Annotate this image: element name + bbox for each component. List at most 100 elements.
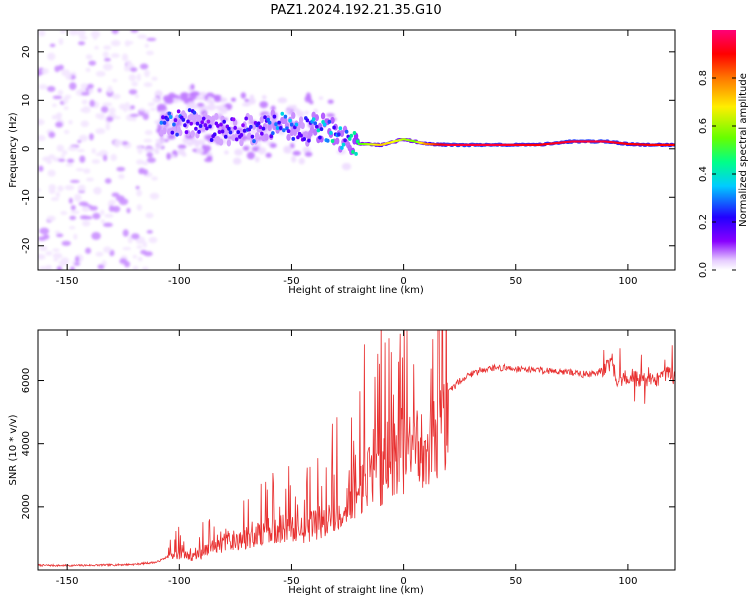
spectrogram-cell bbox=[107, 85, 113, 94]
spectrogram-cell bbox=[38, 188, 42, 192]
spectrogram-cell bbox=[112, 205, 121, 213]
spectrogram-cell bbox=[271, 131, 275, 136]
spectrogram-cell bbox=[200, 106, 211, 110]
spectrogram-cell bbox=[56, 233, 64, 238]
spectrogram-cell bbox=[94, 45, 99, 50]
spectrogram-cell bbox=[102, 154, 108, 162]
spectrogram-cell bbox=[267, 120, 272, 125]
spectrogram-cell bbox=[344, 129, 349, 134]
snr-ylabel: SNR (10 * v/v) bbox=[8, 414, 19, 485]
spectrogram-cell bbox=[284, 109, 292, 113]
spectrogram-cell bbox=[79, 87, 86, 93]
spectrogram-cell bbox=[313, 128, 318, 136]
spectrogram-cell bbox=[110, 39, 121, 47]
spectrogram-cell bbox=[214, 112, 219, 120]
spectrogram-cell bbox=[102, 102, 113, 107]
spectrogram-cell bbox=[102, 63, 113, 71]
spectrogram-cell bbox=[227, 126, 231, 131]
spectrogram-cell bbox=[79, 35, 88, 40]
spectrogram-cell bbox=[173, 118, 178, 123]
spectrogram-cell bbox=[41, 68, 49, 75]
spectrogram-cell bbox=[313, 121, 318, 126]
spectrogram-cell bbox=[298, 116, 304, 124]
snr-xtick-label: 0 bbox=[400, 576, 406, 587]
spectrogram-cell bbox=[242, 128, 247, 133]
spectrogram-cell bbox=[314, 114, 319, 122]
snr-xtick-label: -150 bbox=[56, 576, 79, 587]
snr-series-line bbox=[38, 330, 675, 568]
spectrogram-cell bbox=[58, 260, 68, 267]
spectrogram-cell bbox=[220, 129, 225, 134]
spectrogram-cell bbox=[234, 137, 239, 142]
spectrogram-cell bbox=[127, 236, 133, 244]
spectrogram-cell bbox=[188, 92, 197, 96]
snr-xtick-label: 50 bbox=[509, 576, 522, 587]
spectrogram-cell bbox=[179, 93, 187, 101]
spectrogram-cell bbox=[136, 189, 142, 197]
spectrogram-cell bbox=[219, 106, 228, 114]
spectrogram-cell bbox=[294, 122, 299, 127]
snr-xlabel: Height of straight line (km) bbox=[288, 585, 424, 596]
spectrogram-cell bbox=[82, 220, 91, 227]
spectrogram-cell bbox=[151, 176, 158, 181]
spectrogram-cell bbox=[204, 158, 213, 163]
spectrogram-cell bbox=[124, 102, 130, 108]
spectrogram-cell bbox=[217, 129, 222, 134]
spectrogram-cell bbox=[144, 69, 150, 78]
spectrogram-cell bbox=[274, 122, 278, 127]
spectrogram-cell bbox=[106, 116, 114, 122]
spectrogram-cell bbox=[61, 69, 71, 77]
colorbar-gradient bbox=[712, 30, 736, 270]
spectrogram-xtick-label: 0 bbox=[400, 276, 406, 287]
spectrogram-cell bbox=[77, 184, 86, 192]
spectrogram-cell bbox=[143, 251, 153, 257]
spectrogram-cell bbox=[248, 98, 256, 105]
spectrogram-cell bbox=[156, 103, 167, 112]
spectrogram-cell bbox=[168, 114, 173, 119]
spectrogram-cell bbox=[63, 129, 70, 135]
spectrogram-cell bbox=[137, 34, 147, 39]
spectrogram-cell bbox=[289, 129, 294, 137]
spectrogram-cell bbox=[146, 157, 156, 163]
spectrogram-cell bbox=[295, 108, 301, 116]
spectrogram-cell bbox=[201, 116, 206, 121]
spectrogram-cell bbox=[291, 136, 296, 141]
spectrogram-cell bbox=[104, 213, 114, 218]
spectrogram-cell bbox=[111, 192, 120, 197]
spectrogram-cell bbox=[194, 141, 200, 148]
spectrogram-cell bbox=[144, 130, 153, 136]
spectrogram-cell bbox=[93, 186, 102, 195]
spectrogram-cell bbox=[65, 163, 74, 167]
spectrogram-cell bbox=[200, 120, 204, 125]
spectrogram-cell bbox=[86, 177, 95, 182]
spectrogram-cell bbox=[62, 96, 69, 105]
snr-axes: -150 -100 -50 0 50 100 2000 4000 6000 bbox=[21, 330, 675, 587]
colorbar-tick-label: 0.2 bbox=[698, 214, 709, 230]
spectrogram-cell bbox=[280, 111, 285, 116]
spectrogram-cell bbox=[178, 129, 183, 137]
spectrogram-cell bbox=[154, 120, 161, 125]
spectrogram-ylabel: Frequency (Hz) bbox=[8, 112, 19, 188]
spectrogram-cell bbox=[146, 152, 153, 158]
figure-title: PAZ1.2024.192.21.35.G10 bbox=[270, 3, 441, 18]
spectrogram-cell bbox=[68, 226, 76, 230]
spectrogram-cell bbox=[322, 122, 327, 127]
spectrogram-cell bbox=[287, 105, 296, 110]
spectrogram-cell bbox=[70, 266, 75, 270]
spectrogram-cell bbox=[196, 102, 205, 107]
spectrogram-cell bbox=[61, 240, 71, 246]
spectrogram-cell bbox=[257, 147, 267, 155]
spectrogram-cell bbox=[69, 179, 80, 183]
spectrogram-cell bbox=[327, 99, 334, 104]
spectrogram-cell bbox=[85, 54, 93, 60]
colorbar: 0.0 0.2 0.4 0.6 0.8 Normalized spectral ampl… bbox=[698, 30, 749, 278]
spectrogram-cell bbox=[130, 67, 138, 72]
spectrogram-cell bbox=[48, 154, 56, 160]
spectrogram-cell bbox=[58, 38, 64, 45]
spectrogram-cell bbox=[175, 132, 179, 137]
spectrogram-cell bbox=[126, 207, 131, 214]
spectrogram-cell bbox=[336, 132, 341, 137]
spectrogram-noise-blobs bbox=[38, 30, 352, 270]
